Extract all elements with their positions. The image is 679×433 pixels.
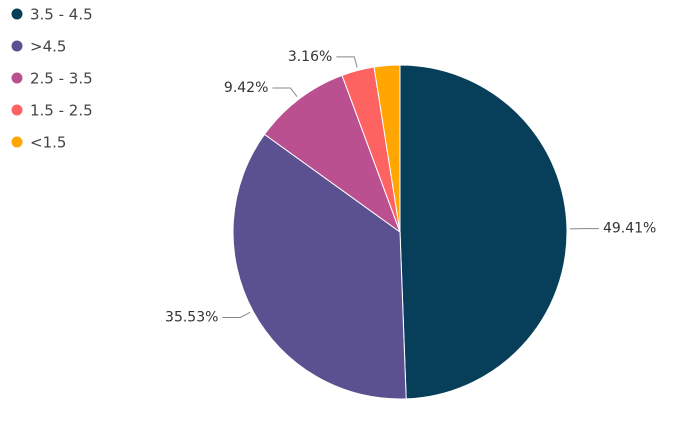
leader-line: [222, 311, 251, 318]
legend-label: 2.5 - 3.5: [30, 70, 93, 88]
legend-marker: [11, 8, 23, 20]
legend-marker: [11, 72, 23, 84]
data-label: 9.42%: [224, 80, 268, 96]
pie-slice: [232, 133, 407, 400]
legend-marker: [11, 40, 23, 52]
legend-label: <1.5: [30, 134, 66, 152]
legend-label: >4.5: [30, 38, 66, 56]
leader-line: [336, 56, 358, 68]
pie-slice: [399, 64, 568, 400]
data-label: 3.16%: [288, 49, 332, 65]
data-label: 49.41%: [603, 221, 656, 237]
legend-label: 3.5 - 4.5: [30, 6, 93, 24]
legend-label: 1.5 - 2.5: [30, 102, 93, 120]
data-label: 35.53%: [165, 309, 218, 325]
legend-marker: [11, 136, 23, 148]
pie-slice: [373, 64, 401, 233]
legend-marker: [11, 104, 23, 116]
leader-line: [272, 87, 298, 98]
pie-slice: [263, 74, 402, 234]
